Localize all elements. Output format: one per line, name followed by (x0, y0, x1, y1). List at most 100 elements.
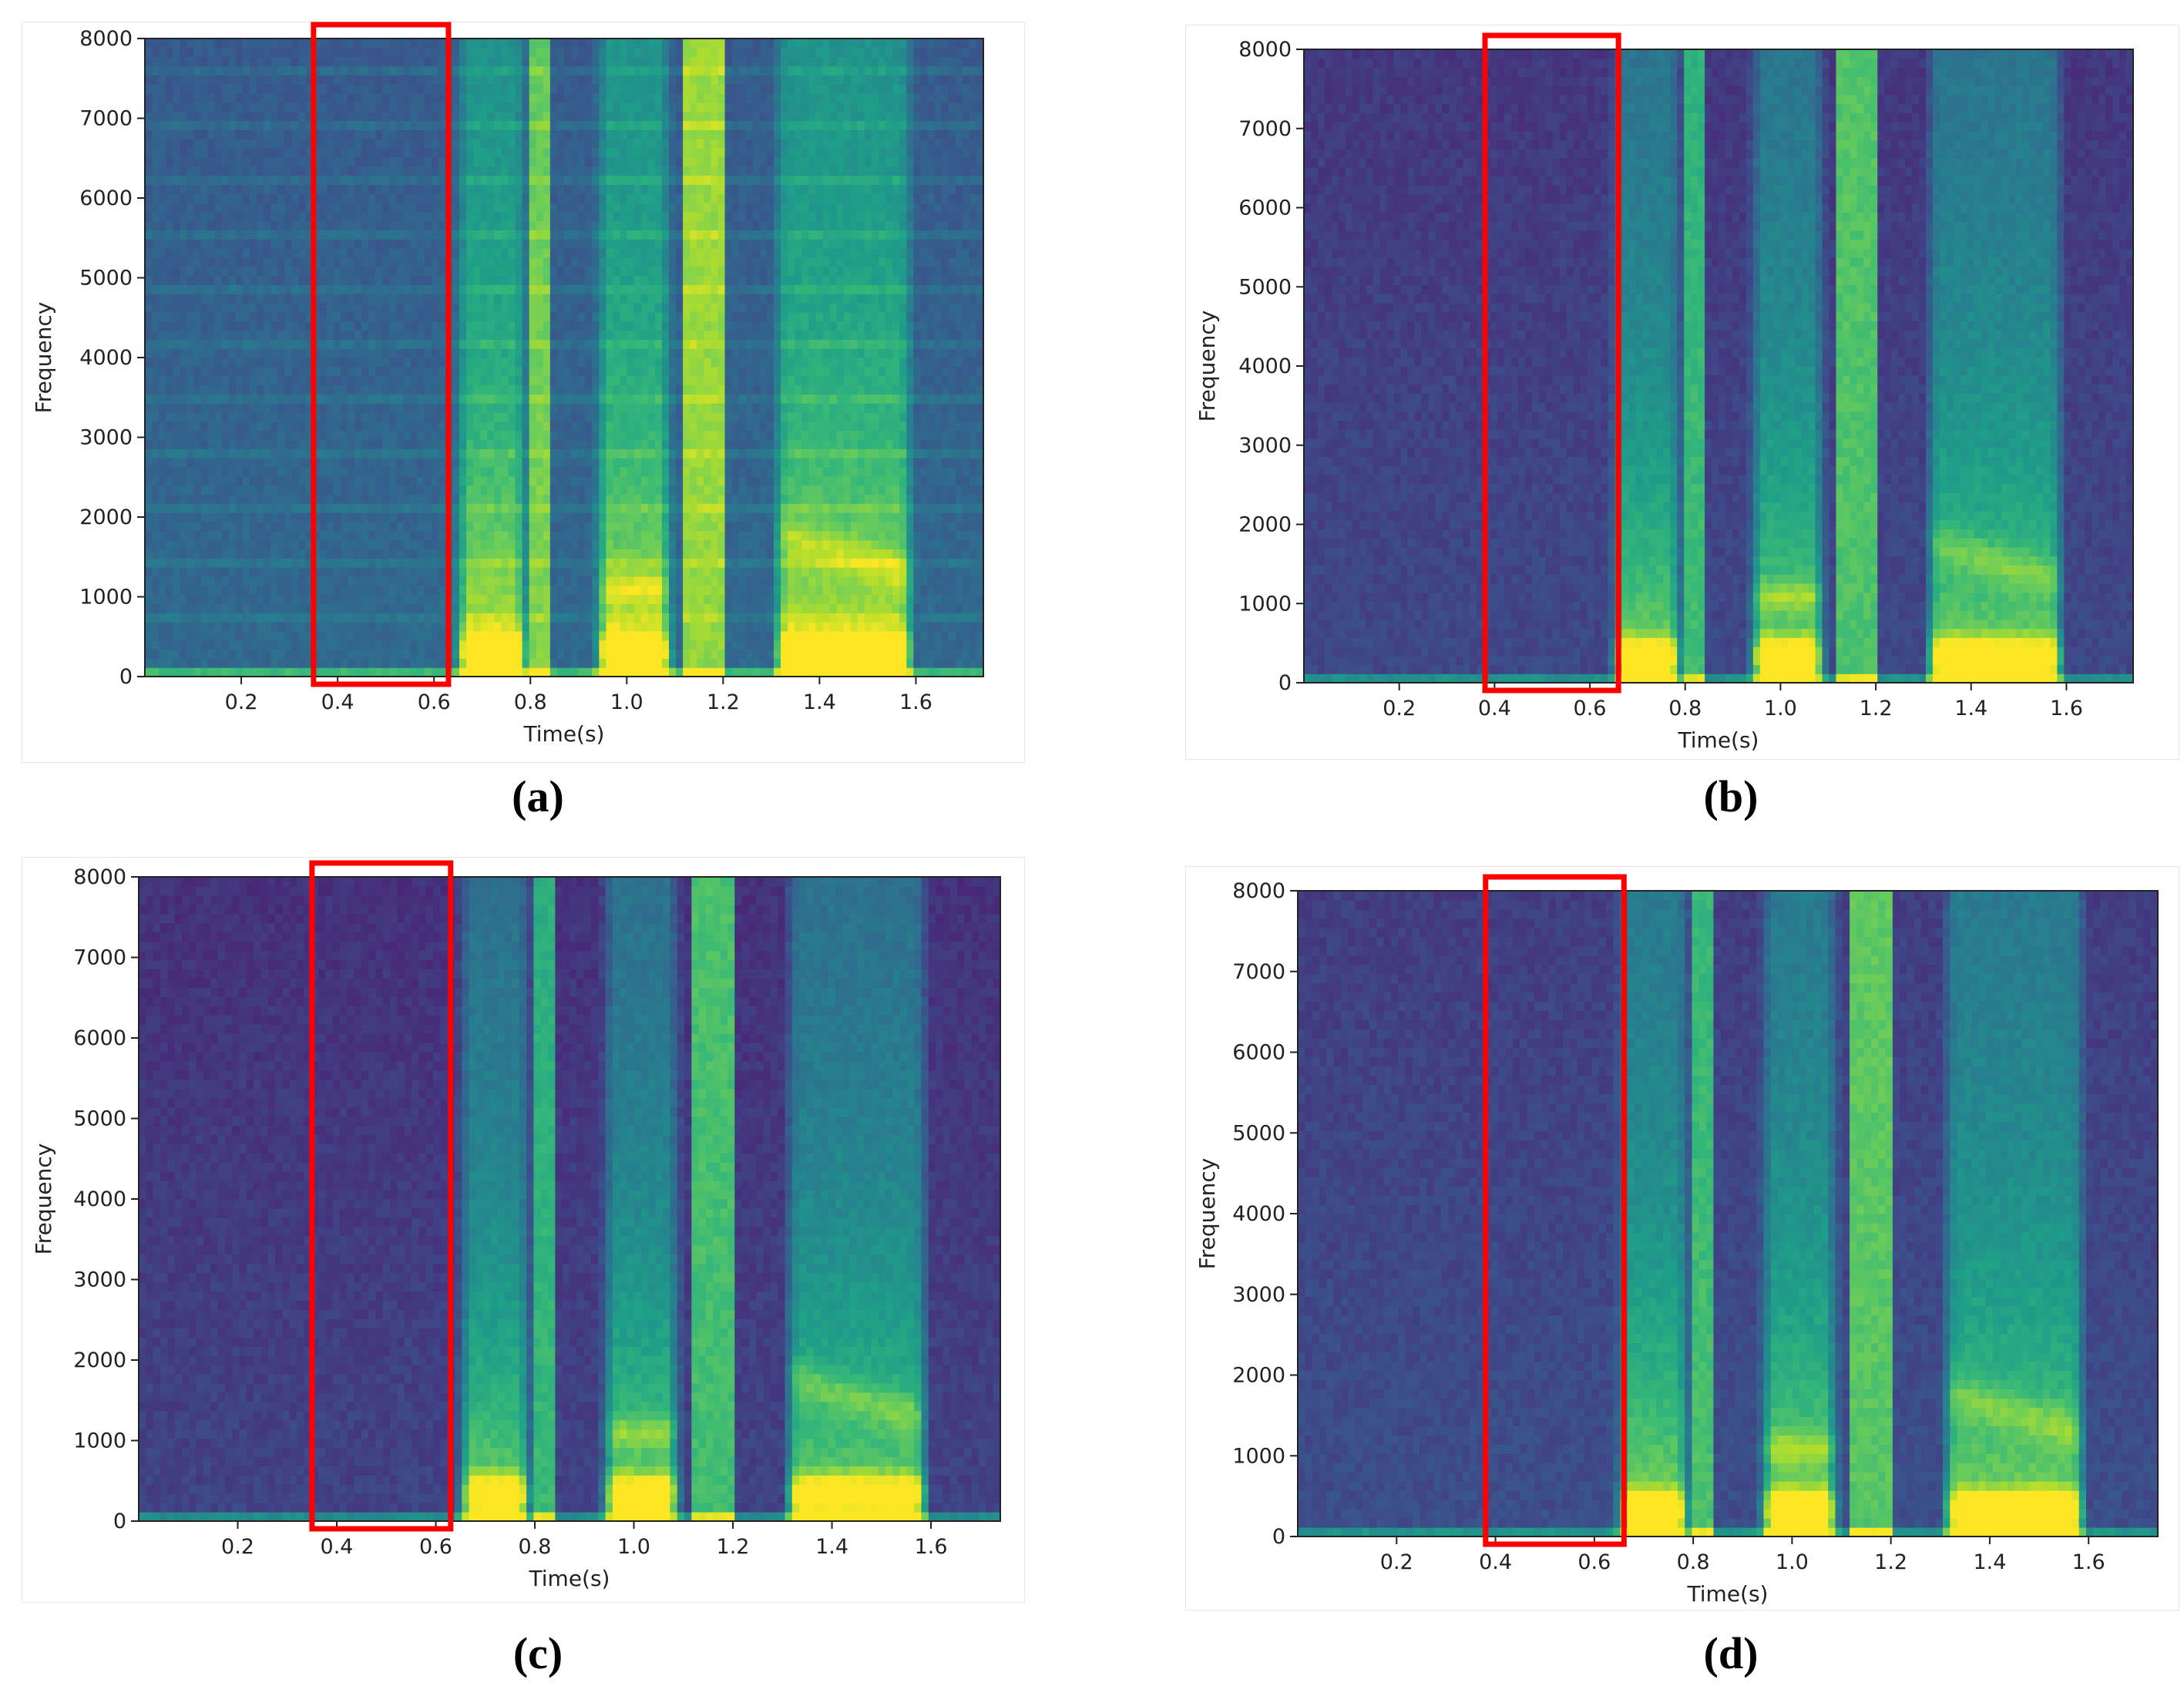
spectrogram-cell (487, 576, 495, 586)
spectrogram-cell (403, 339, 412, 349)
spectrogram-cell (186, 539, 195, 549)
spectrogram-cell (640, 576, 649, 586)
spectrogram-cell (480, 147, 488, 158)
spectrogram-cell (173, 622, 180, 632)
spectrogram-cell (152, 603, 160, 613)
spectrogram-cell (410, 385, 418, 395)
spectrogram-cell (606, 667, 614, 677)
spectrogram-cell (228, 667, 237, 677)
spectrogram-cell (564, 439, 572, 449)
spectrogram-cell (529, 193, 537, 203)
spectrogram-cell (319, 530, 328, 541)
spectrogram-cell (578, 649, 586, 659)
spectrogram-cell (529, 439, 537, 449)
spectrogram-cell (487, 630, 495, 641)
spectrogram-cell (173, 175, 180, 185)
spectrogram-cell (298, 75, 307, 85)
spectrogram-cell (152, 248, 160, 258)
spectrogram-cell (235, 667, 244, 677)
spectrogram-cell (424, 521, 432, 532)
spectrogram-cell (319, 385, 328, 395)
spectrogram-cell (270, 275, 278, 285)
spectrogram-cell (543, 211, 551, 222)
spectrogram-cell (368, 166, 376, 176)
spectrogram-cell (480, 330, 488, 340)
spectrogram-cell (620, 257, 628, 267)
spectrogram-cell (536, 521, 544, 532)
spectrogram-cell (606, 539, 614, 549)
spectrogram-cell (627, 239, 635, 249)
spectrogram-cell (585, 248, 593, 258)
spectrogram-cell (501, 667, 509, 677)
spectrogram-cell (319, 448, 328, 458)
spectrogram-cell (305, 211, 314, 222)
spectrogram-cell (508, 649, 516, 659)
spectrogram-cell (354, 348, 362, 358)
spectrogram-cell (145, 411, 153, 422)
spectrogram-cell (403, 385, 412, 395)
spectrogram-cell (389, 166, 397, 176)
spectrogram-cell (480, 39, 488, 49)
spectrogram-cell (193, 594, 202, 604)
spectrogram-cell (508, 248, 516, 258)
spectrogram-cell (599, 366, 606, 377)
spectrogram-cell (319, 667, 328, 677)
spectrogram-cell (627, 248, 635, 258)
spectrogram-cell (424, 92, 432, 103)
spectrogram-cell (221, 193, 230, 203)
spectrogram-cell (173, 549, 180, 559)
spectrogram-cell (620, 230, 628, 240)
spectrogram-cell (221, 257, 230, 267)
spectrogram-cell (578, 539, 586, 549)
spectrogram-cell (340, 211, 348, 222)
spectrogram-cell (592, 622, 600, 632)
spectrogram-cell (228, 394, 237, 404)
spectrogram-cell (549, 348, 558, 358)
spectrogram-cell (578, 549, 586, 559)
spectrogram-cell (431, 394, 439, 404)
spectrogram-cell (452, 594, 460, 604)
spectrogram-cell (501, 294, 509, 304)
spectrogram-cell (284, 239, 292, 249)
spectrogram-cell (159, 75, 166, 85)
spectrogram-cell (368, 576, 376, 586)
spectrogram-cell (166, 202, 173, 213)
spectrogram-cell (319, 567, 328, 577)
spectrogram-cell (382, 585, 390, 596)
spectrogram-cell (159, 430, 166, 441)
spectrogram-cell (403, 175, 412, 185)
spectrogram-cell (354, 603, 362, 613)
spectrogram-cell (333, 475, 341, 486)
spectrogram-cell (180, 303, 187, 313)
spectrogram-cell (417, 102, 425, 113)
spectrogram-cell (529, 184, 537, 194)
spectrogram-cell (592, 466, 600, 477)
spectrogram-cell (193, 348, 202, 358)
spectrogram-cell (592, 567, 600, 577)
spectrogram-cell (633, 494, 642, 504)
spectrogram-cell (403, 485, 412, 495)
spectrogram-cell (250, 311, 257, 322)
spectrogram-cell (291, 558, 300, 568)
spectrogram-cell (347, 558, 355, 568)
spectrogram-cell (333, 202, 341, 213)
spectrogram-cell (466, 466, 474, 477)
spectrogram-cell (543, 613, 551, 623)
spectrogram-cell (396, 475, 405, 486)
spectrogram-cell (389, 339, 397, 349)
spectrogram-cell (529, 530, 537, 541)
spectrogram-cell (333, 394, 341, 404)
spectrogram-cell (277, 649, 285, 659)
spectrogram-cell (347, 193, 355, 203)
spectrogram-cell (277, 39, 285, 49)
spectrogram-cell (298, 193, 307, 203)
spectrogram-cell (291, 75, 300, 85)
spectrogram-cell (571, 358, 579, 368)
spectrogram-cell (284, 321, 292, 331)
spectrogram-cell (298, 311, 307, 322)
spectrogram-cell (592, 430, 600, 441)
spectrogram-cell (466, 230, 474, 240)
spectrogram-cell (145, 202, 153, 213)
spectrogram-cell (298, 375, 307, 386)
spectrogram-cell (145, 375, 153, 386)
